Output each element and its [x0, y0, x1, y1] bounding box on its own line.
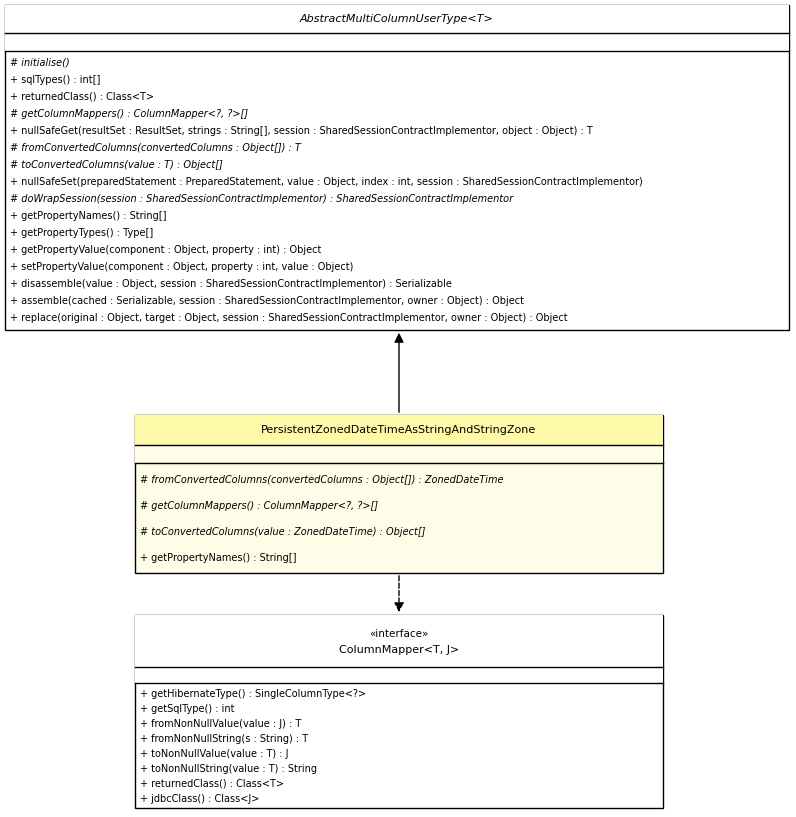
- Text: + returnedClass() : Class<T>: + returnedClass() : Class<T>: [140, 779, 284, 788]
- Bar: [135, 415, 663, 573]
- Text: + getSqlType() : int: + getSqlType() : int: [140, 704, 235, 714]
- Bar: [5, 5, 789, 330]
- Text: «interface»: «interface»: [369, 629, 429, 639]
- Text: + toNonNullValue(value : T) : J: + toNonNullValue(value : T) : J: [140, 749, 288, 759]
- Text: + jdbcClass() : Class<J>: + jdbcClass() : Class<J>: [140, 793, 259, 804]
- Text: + fromNonNullValue(value : J) : T: + fromNonNullValue(value : J) : T: [140, 719, 301, 730]
- Bar: [135, 615, 663, 667]
- Text: + getHibernateType() : SingleColumnType<?>: + getHibernateType() : SingleColumnType<…: [140, 690, 366, 699]
- Text: + getPropertyTypes() : Type[]: + getPropertyTypes() : Type[]: [10, 228, 154, 239]
- Text: + disassemble(value : Object, session : SharedSessionContractImplementor) : Seri: + disassemble(value : Object, session : …: [10, 279, 452, 289]
- Bar: [135, 667, 663, 683]
- Text: # toConvertedColumns(value : T) : Object[]: # toConvertedColumns(value : T) : Object…: [10, 160, 223, 170]
- Text: ColumnMapper<T, J>: ColumnMapper<T, J>: [339, 645, 459, 655]
- Text: # fromConvertedColumns(convertedColumns : Object[]) : T: # fromConvertedColumns(convertedColumns …: [10, 143, 301, 153]
- Bar: [135, 445, 663, 463]
- Text: # fromConvertedColumns(convertedColumns : Object[]) : ZonedDateTime: # fromConvertedColumns(convertedColumns …: [140, 475, 504, 485]
- Text: AbstractMultiColumnUserType<T>: AbstractMultiColumnUserType<T>: [300, 14, 494, 24]
- Bar: [135, 415, 663, 445]
- Text: + assemble(cached : Serializable, session : SharedSessionContractImplementor, ow: + assemble(cached : Serializable, sessio…: [10, 297, 524, 306]
- Text: # doWrapSession(session : SharedSessionContractImplementor) : SharedSessionContr: # doWrapSession(session : SharedSessionC…: [10, 194, 513, 204]
- Text: + setPropertyValue(component : Object, property : int, value : Object): + setPropertyValue(component : Object, p…: [10, 262, 353, 272]
- Text: + returnedClass() : Class<T>: + returnedClass() : Class<T>: [10, 92, 154, 101]
- Text: PersistentZonedDateTimeAsStringAndStringZone: PersistentZonedDateTimeAsStringAndString…: [261, 425, 537, 435]
- Text: + sqlTypes() : int[]: + sqlTypes() : int[]: [10, 74, 100, 85]
- Text: # toConvertedColumns(value : ZonedDateTime) : Object[]: # toConvertedColumns(value : ZonedDateTi…: [140, 527, 425, 537]
- Text: + getPropertyNames() : String[]: + getPropertyNames() : String[]: [10, 211, 166, 221]
- Bar: [5, 33, 789, 51]
- Text: # initialise(): # initialise(): [10, 57, 69, 68]
- Text: # getColumnMappers() : ColumnMapper<?, ?>[]: # getColumnMappers() : ColumnMapper<?, ?…: [10, 109, 248, 118]
- Text: + replace(original : Object, target : Object, session : SharedSessionContractImp: + replace(original : Object, target : Ob…: [10, 314, 568, 324]
- Text: # getColumnMappers() : ColumnMapper<?, ?>[]: # getColumnMappers() : ColumnMapper<?, ?…: [140, 501, 378, 511]
- Bar: [135, 615, 663, 808]
- Text: + nullSafeGet(resultSet : ResultSet, strings : String[], session : SharedSession: + nullSafeGet(resultSet : ResultSet, str…: [10, 126, 593, 136]
- Text: + fromNonNullString(s : String) : T: + fromNonNullString(s : String) : T: [140, 734, 308, 744]
- Bar: [5, 5, 789, 33]
- Text: + getPropertyValue(component : Object, property : int) : Object: + getPropertyValue(component : Object, p…: [10, 245, 322, 255]
- Text: + getPropertyNames() : String[]: + getPropertyNames() : String[]: [140, 553, 296, 563]
- Text: + nullSafeSet(preparedStatement : PreparedStatement, value : Object, index : int: + nullSafeSet(preparedStatement : Prepar…: [10, 177, 642, 187]
- Text: + toNonNullString(value : T) : String: + toNonNullString(value : T) : String: [140, 764, 317, 774]
